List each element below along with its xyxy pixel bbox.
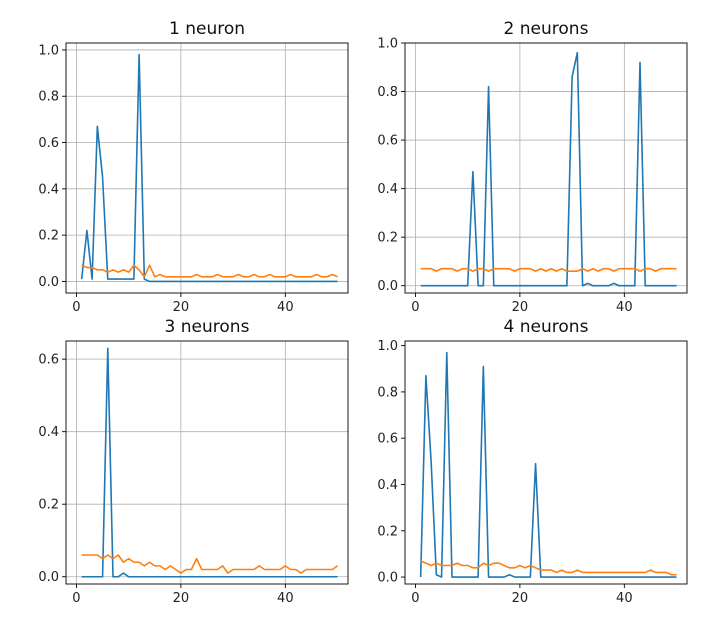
y-tick-label-4: 0.8 [377,85,398,100]
x-tick-label-0: 0 [72,591,80,606]
axes-frame [404,42,688,294]
subplot-2: 0 20 40 0.0 0.2 0.4 0.6 0.8 1.0 2 neurons [377,19,688,315]
series-line-1 [420,51,677,287]
y-tick-label-0: 0.0 [377,571,398,586]
series-line-1 [81,347,338,578]
y-tick-label-4: 0.8 [377,385,398,400]
x-tick-label-2: 40 [616,300,633,315]
subplot-1: 0 20 40 0.0 0.2 0.4 0.6 0.8 1.0 1 neuron [38,19,349,315]
y-tick-label-0: 0.0 [38,570,59,585]
y-tick-label-3: 0.6 [38,136,59,151]
y-tick-label-2: 0.4 [377,478,398,493]
y-tick-label-5: 1.0 [377,37,398,52]
series-line-2 [420,560,677,576]
y-tick-label-0: 0.0 [377,279,398,294]
x-tick-label-2: 40 [277,300,294,315]
axes-frame [404,340,688,585]
subplot-title: 2 neurons [504,19,589,39]
subplot-4: 0 20 40 0.0 0.2 0.4 0.6 0.8 1.0 4 neurons [377,317,688,606]
subplot-title: 4 neurons [504,317,589,337]
y-tick-label-1: 0.2 [38,229,59,244]
x-tick-label-1: 20 [173,300,190,315]
subplot-title: 1 neuron [169,19,245,39]
y-tick-label-3: 0.6 [38,353,59,368]
y-tick-label-5: 1.0 [38,43,59,58]
y-tick-label-2: 0.4 [377,182,398,197]
x-tick-label-1: 20 [512,300,529,315]
subplot-title: 3 neurons [165,317,250,337]
y-tick-label-2: 0.4 [38,425,59,440]
y-tick-label-2: 0.4 [38,182,59,197]
y-tick-label-4: 0.8 [38,90,59,105]
x-tick-label-1: 20 [512,591,529,606]
x-tick-label-0: 0 [411,300,419,315]
series-line-1 [419,351,677,578]
y-tick-label-1: 0.2 [377,524,398,539]
x-tick-label-0: 0 [72,300,80,315]
series-line-2 [81,554,339,574]
y-tick-label-1: 0.2 [377,231,398,246]
axes-frame [65,340,349,585]
y-tick-label-1: 0.2 [38,498,59,513]
series-line-1 [80,53,338,283]
y-tick-label-3: 0.6 [377,134,398,149]
series-line-2 [420,267,677,272]
y-tick-label-0: 0.0 [38,275,59,290]
subplot-3: 0 20 40 0.0 0.2 0.4 0.6 3 neurons [38,317,349,606]
x-tick-label-2: 40 [616,591,633,606]
x-tick-label-2: 40 [277,591,294,606]
axes-frame [65,42,349,294]
y-tick-label-5: 1.0 [377,339,398,354]
x-tick-label-1: 20 [173,591,190,606]
x-tick-label-0: 0 [411,591,419,606]
y-tick-label-3: 0.6 [377,432,398,447]
series-line-2 [81,264,338,278]
